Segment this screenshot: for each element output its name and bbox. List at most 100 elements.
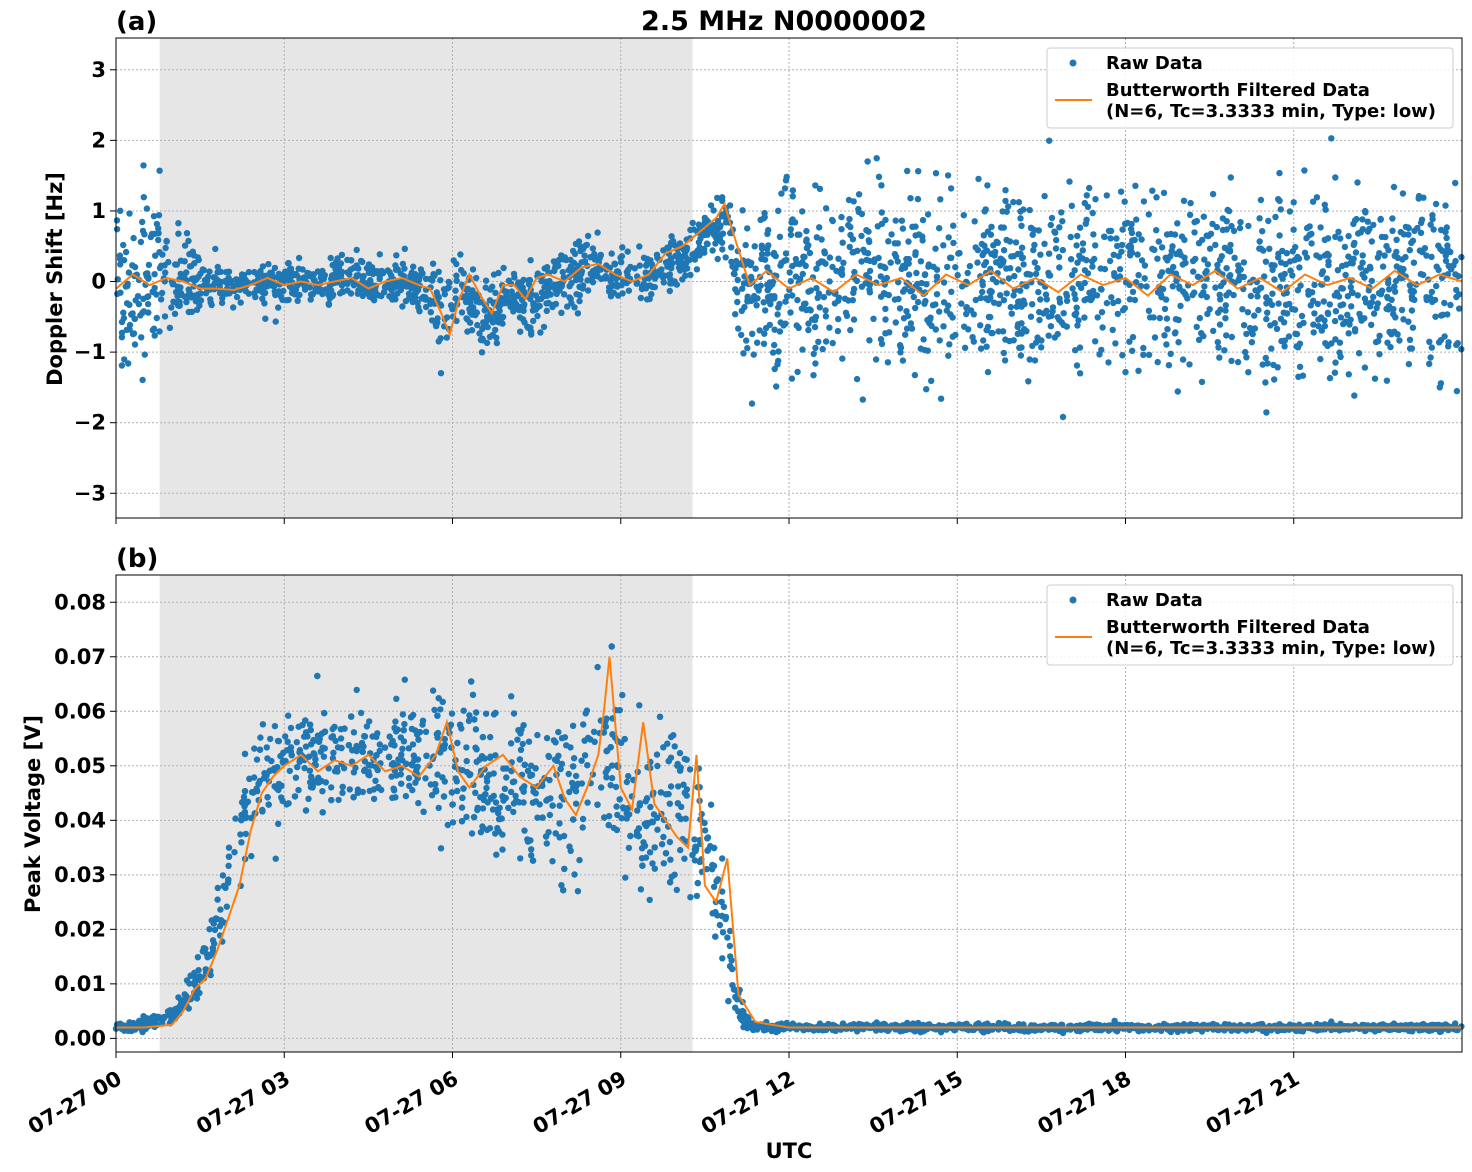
raw-data-point [253,756,261,763]
raw-data-point [123,326,130,333]
raw-data-point [1103,192,1111,199]
raw-data-point [331,723,338,731]
raw-data-point [1149,187,1156,194]
raw-data-point [975,175,982,183]
raw-data-point [1383,242,1390,250]
raw-data-point [762,307,769,314]
raw-data-point [1317,224,1324,231]
raw-data-point [1308,230,1315,237]
voltage-y-axis-label: Peak Voltage [V] [21,715,45,913]
raw-data-point [156,328,163,335]
raw-data-point [1037,296,1044,303]
raw-data-point [166,324,174,331]
raw-data-point [1020,326,1028,333]
raw-data-point [579,824,586,831]
raw-data-point [1385,286,1393,293]
raw-data-point [330,749,337,756]
raw-data-point [1082,220,1090,227]
raw-data-point [1303,235,1310,242]
raw-data-point [796,231,803,238]
raw-data-point [1289,248,1297,255]
raw-data-point [802,262,809,269]
raw-data-point [744,225,751,232]
raw-data-point [873,155,880,162]
raw-data-point [1342,271,1349,279]
legend-box [1046,47,1454,129]
raw-data-point [1245,222,1252,230]
raw-data-point [948,288,955,295]
raw-data-point [566,294,573,301]
raw-data-point [813,265,820,272]
raw-data-point [584,287,592,294]
raw-data-point [1001,357,1009,364]
raw-data-point [1371,375,1379,382]
raw-data-point [1042,291,1050,298]
raw-data-point [469,691,477,698]
raw-data-point [480,796,488,804]
raw-data-point [222,277,229,285]
raw-data-point [1090,231,1097,238]
raw-data-point [519,785,526,792]
raw-data-point [262,315,269,322]
raw-data-point [1331,317,1339,325]
raw-data-point [360,743,367,750]
raw-data-point [181,293,188,300]
raw-data-point [1114,310,1122,318]
raw-data-point [1216,321,1224,328]
raw-data-point [990,242,997,249]
raw-data-point [552,830,559,837]
raw-data-point [950,239,957,247]
raw-data-point [829,339,836,347]
raw-data-point [895,279,902,286]
raw-data-point [1093,292,1101,299]
raw-data-point [946,341,953,348]
raw-data-point [584,734,592,742]
raw-data-point [1191,229,1198,236]
raw-data-point [1018,244,1026,251]
raw-data-point [1254,293,1261,300]
raw-data-point [1414,224,1421,232]
raw-data-point [473,709,480,716]
raw-data-point [1076,370,1084,377]
raw-data-point [499,793,506,800]
raw-data-point [710,883,718,890]
raw-data-point [979,288,986,296]
raw-data-point [1029,342,1036,350]
raw-data-point [648,291,655,298]
raw-data-point [1212,241,1219,249]
raw-data-point [225,844,233,851]
raw-data-point [874,223,881,230]
raw-data-point [756,327,763,334]
raw-data-point [1348,303,1355,310]
raw-data-point [1158,244,1166,251]
raw-data-point [1048,312,1055,320]
raw-data-point [428,317,436,324]
raw-data-point [1428,253,1435,261]
raw-data-point [1138,236,1145,243]
raw-data-point [474,806,481,814]
raw-data-point [386,269,393,276]
raw-data-point [1056,224,1063,231]
raw-data-point [877,293,885,300]
raw-data-point [285,800,292,807]
raw-data-point [897,349,904,356]
raw-data-point [511,296,518,304]
raw-data-point [902,331,909,338]
raw-data-point [366,293,373,300]
raw-data-point [789,292,796,299]
raw-data-point [259,288,266,296]
raw-data-point [1264,309,1271,316]
raw-data-point [1155,238,1163,245]
raw-data-point [220,289,228,296]
raw-data-point [892,217,899,224]
raw-data-point [191,260,198,267]
raw-data-point [1153,227,1160,234]
raw-data-point [883,274,890,282]
raw-data-point [892,253,900,260]
raw-data-point [581,252,588,259]
raw-data-point [310,736,317,744]
raw-data-point [584,762,591,769]
raw-data-point [1074,232,1081,240]
raw-data-point [1399,190,1407,197]
raw-data-point [1230,227,1238,235]
